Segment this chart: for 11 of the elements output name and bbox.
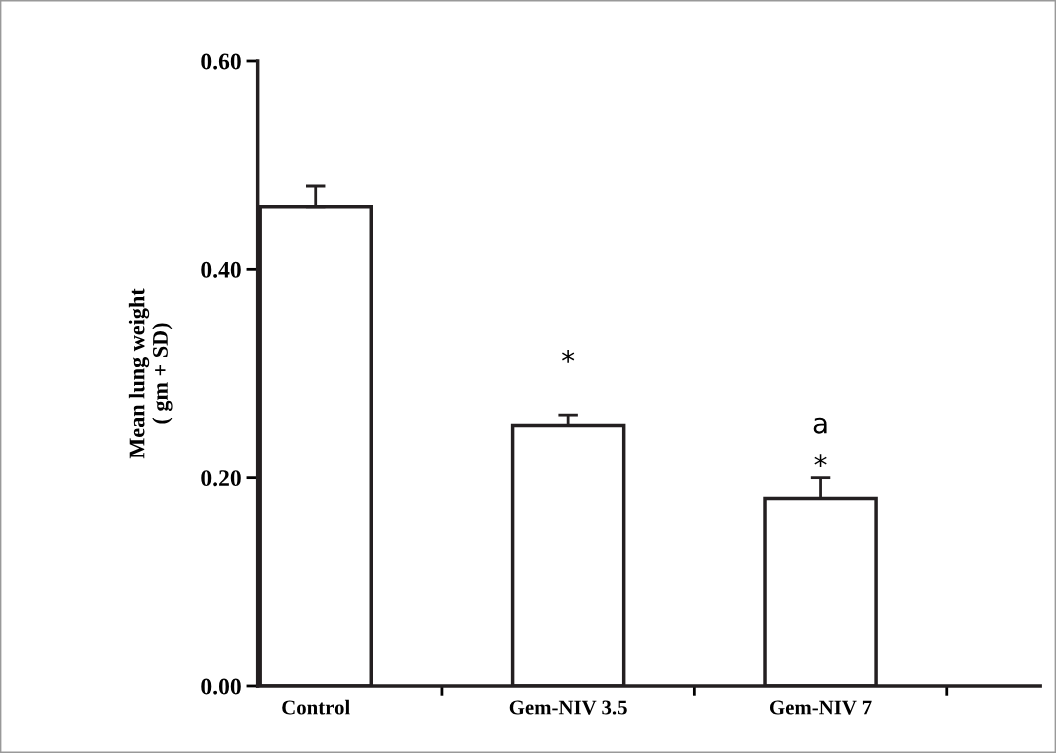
x-tick-label: Gem-NIV 3.5: [509, 700, 627, 715]
y-tick-label: 0.20: [201, 470, 241, 487]
y-tick-label: 0.60: [201, 53, 241, 70]
y-tick-label: 0.00: [201, 678, 241, 695]
annotation: *: [562, 350, 575, 363]
annotation: *: [814, 454, 827, 467]
annotation: a: [813, 417, 827, 434]
y-tick-label: 0.40: [201, 261, 241, 278]
x-tick-label: Gem-NIV 7: [769, 700, 872, 715]
x-tick-label: Control: [282, 699, 350, 715]
y-axis-title: Mean lung weight ( gm + SD): [128, 288, 173, 459]
